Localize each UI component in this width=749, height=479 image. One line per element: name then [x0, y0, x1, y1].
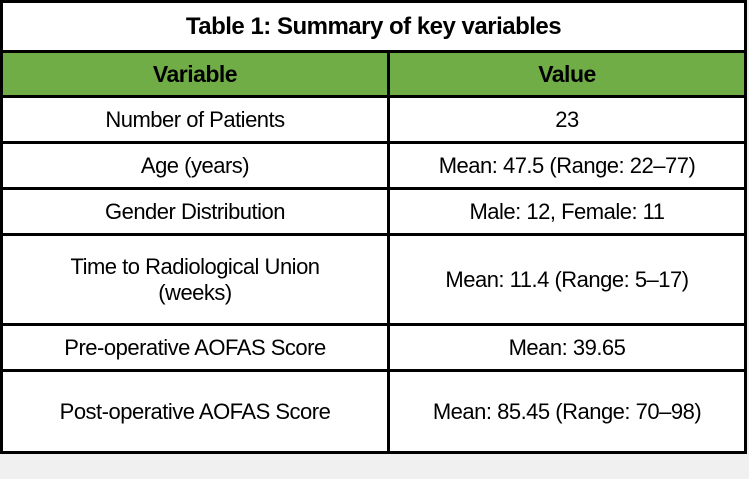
header-row: Variable Value — [0, 50, 747, 98]
value-cell: Male: 12, Female: 11 — [387, 187, 747, 236]
column-header-variable: Variable — [0, 50, 390, 98]
value-cell: Mean: 85.45 (Range: 70–98) — [387, 369, 747, 454]
table-row: Gender Distribution Male: 12, Female: 11 — [0, 187, 747, 236]
variable-cell: Pre-operative AOFAS Score — [0, 323, 390, 372]
value-cell: Mean: 11.4 (Range: 5–17) — [387, 233, 747, 326]
variable-cell: Number of Patients — [0, 95, 390, 144]
variable-cell: Gender Distribution — [0, 187, 390, 236]
variable-cell: Post-operative AOFAS Score — [0, 369, 390, 454]
column-header-value: Value — [387, 50, 747, 98]
table-row: Time to Radiological Union (weeks) Mean:… — [0, 233, 747, 326]
table-title: Table 1: Summary of key variables — [0, 0, 747, 53]
table-row: Post-operative AOFAS Score Mean: 85.45 (… — [0, 369, 747, 454]
table-row: Age (years) Mean: 47.5 (Range: 22–77) — [0, 141, 747, 190]
variable-cell: Time to Radiological Union (weeks) — [0, 233, 390, 326]
variable-cell: Age (years) — [0, 141, 390, 190]
table-row: Pre-operative AOFAS Score Mean: 39.65 — [0, 323, 747, 372]
table-row: Number of Patients 23 — [0, 95, 747, 144]
value-cell: Mean: 39.65 — [387, 323, 747, 372]
value-cell: 23 — [387, 95, 747, 144]
value-cell: Mean: 47.5 (Range: 22–77) — [387, 141, 747, 190]
summary-table: Table 1: Summary of key variables Variab… — [0, 0, 747, 454]
